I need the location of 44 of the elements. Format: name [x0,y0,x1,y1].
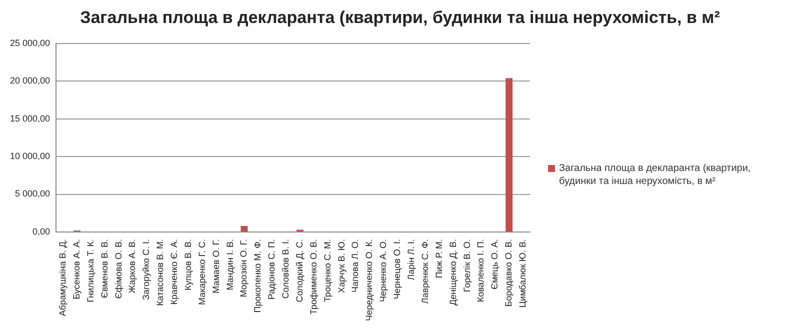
bar [506,78,513,232]
x-tick-label: Цимбалюк Ю. В. [518,238,528,308]
x-tick-label: Гнилицька Т. К. [85,238,96,302]
x-tick-label: Ларін Л. І. [406,238,416,280]
chart-title: Загальна площа в декларанта (квартири, будинки та інша нерухомість, в м² [79,8,721,28]
y-tick-label: 25 000,00 [10,38,50,48]
x-tick-label: Морозкін О. Г. [238,238,249,298]
x-tick-label: Єфімова О. В. [113,238,124,299]
x-tick-label: Бородавко О. В. [504,238,514,307]
x-tick-label: Чернецов О. І. [392,238,402,300]
x-tick-label: Бусенков А. А. [71,238,82,300]
y-tick-label: 10 000,00 [10,151,50,162]
x-tick-label: Купцов В. В. [182,238,193,290]
x-tick-label: Солодкий Д. С. [294,238,304,302]
y-tick-label: 5 000,00 [14,188,50,199]
x-tick-label: Соловйов В. І. [280,238,291,299]
x-tick-label: Чапова Л. О. [350,238,360,292]
x-tick-label: Макаренко Г. С. [196,238,207,306]
x-tick-label: Пиж Р. М. [434,238,444,278]
x-tick-label: Харчук В. Ю. [336,238,346,294]
x-tick-label: Лавренюк С. Ф. [420,238,430,304]
x-tick-label: Мандин І. В. [224,238,235,290]
y-tick-label: 15 000,00 [10,113,50,124]
legend-label: Загальна площа в декларанта (квартири, будинки та інша нерухомість, в м² [559,162,752,188]
x-tick-label: Євменов В. В. [99,238,110,298]
x-tick-label: Горелік В. О. [462,238,472,292]
x-tick-label: Абрамушкіна В. Д. [57,238,68,316]
y-tick-label: 20 000,00 [10,76,50,86]
x-tick-label: Деніщенко Д. В. [448,238,458,306]
x-tick-label: Мамаев О. Г. [210,238,221,294]
x-tick-label: Черненко А. О. [378,238,388,302]
bar [240,226,248,232]
x-tick-label: Трофименко О. В. [308,238,318,315]
y-tick-label: 0,00 [32,226,50,236]
x-tick-label: Троценко С. М. [322,238,332,302]
x-tick-label: Загоруйко С. І. [141,238,152,300]
x-tick-label: Радіонов С. П. [266,238,277,300]
x-tick-label: Прокопенко М. Ф. [252,238,263,313]
x-tick-label: Катасонов В. М. [155,238,166,306]
x-tick-label: Жарков А. В. [127,238,138,294]
x-tick-label: Ємець О. А. [490,238,500,290]
x-tick-label: Коваленко І. П. [476,238,486,302]
x-tick-label: Чередниченко О. К. [364,238,374,322]
x-tick-label: Кравченко Є. А. [169,238,180,305]
